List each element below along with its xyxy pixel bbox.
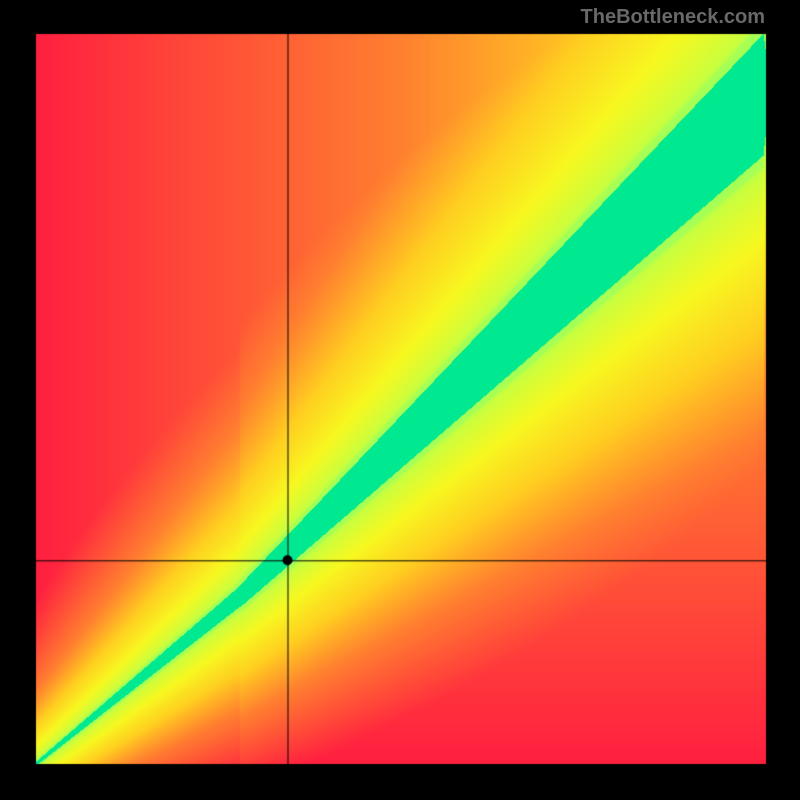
bottleneck-heatmap bbox=[0, 0, 800, 800]
watermark-text: TheBottleneck.com bbox=[581, 6, 765, 29]
